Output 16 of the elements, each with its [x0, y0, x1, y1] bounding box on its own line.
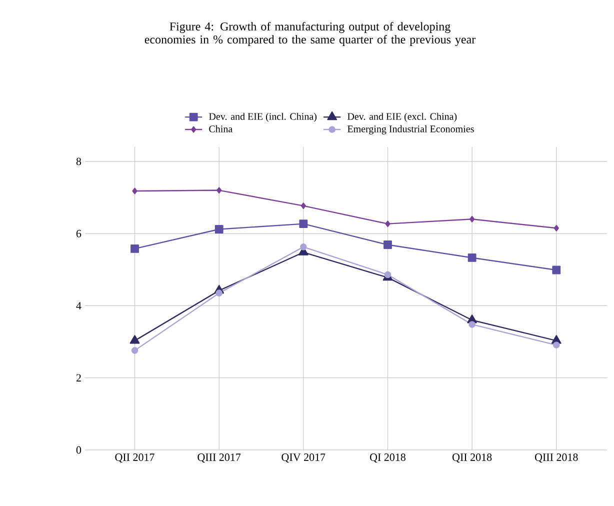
x-tick-label: QI 2018: [370, 454, 406, 463]
x-tick-label: QII 2018: [452, 454, 492, 463]
y-tick-label: 2: [76, 374, 81, 382]
y-tick-label: 6: [76, 230, 82, 238]
x-tick-label: QIV 2017: [282, 454, 326, 463]
y-tick-label: 0: [76, 446, 82, 454]
x-tick-label: QIII 2018: [535, 454, 578, 463]
x-tick-label: QIII 2017: [198, 454, 241, 463]
chart-title: Figure 4: Growth of manufacturing output of developing economies in % compared to the same quarter of the previous year: [144, 22, 476, 46]
legend-label: China: [209, 125, 232, 132]
x-tick-label: QII 2017: [115, 454, 154, 463]
y-tick-label: 4: [76, 302, 82, 310]
y-tick-label: 8: [76, 158, 82, 166]
legend-label: Emerging Industrial Economies: [347, 125, 474, 134]
legend-label: Dev. and EIE (incl. China): [209, 112, 316, 122]
legend-label: Dev. and EIE (excl. China): [347, 112, 457, 122]
